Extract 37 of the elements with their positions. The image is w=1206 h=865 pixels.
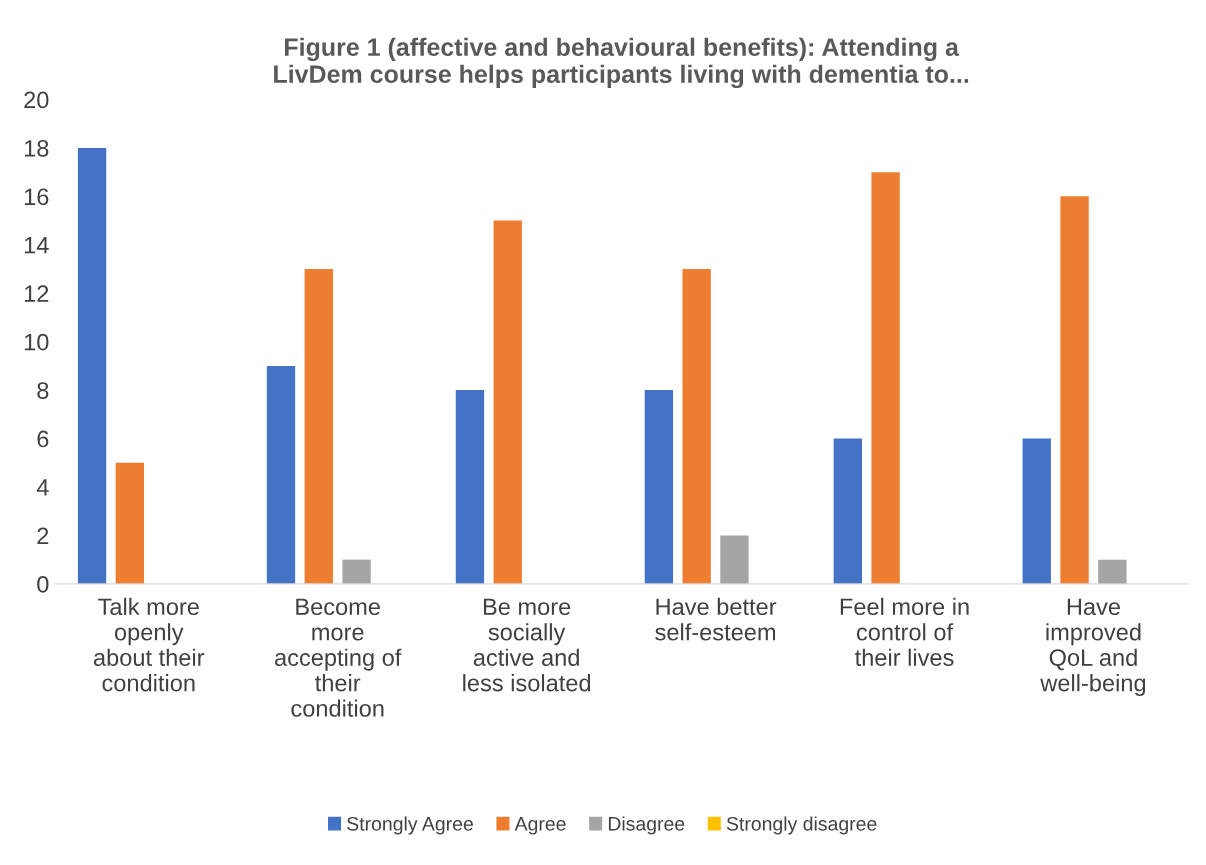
bar — [1022, 438, 1051, 584]
x-tick-label: Become more accepting of their condition — [275, 598, 402, 717]
bar — [304, 269, 333, 584]
y-tick-label: 0 — [37, 575, 49, 593]
y-tick-label: 16 — [24, 188, 49, 206]
y-tick-label: 4 — [36, 479, 49, 496]
bar — [644, 390, 674, 584]
bar — [720, 535, 749, 584]
y-tick-label: 14 — [24, 237, 49, 254]
y-tick-label: 10 — [24, 333, 49, 351]
legend-label: Strongly Agree — [347, 816, 473, 835]
bar — [77, 147, 107, 584]
bar — [493, 220, 522, 584]
bar — [682, 269, 711, 584]
x-tick-label: Have better self-esteem — [655, 597, 777, 641]
bar — [266, 365, 296, 584]
x-tick-label: Have improved QoL and well-being — [1040, 598, 1146, 697]
bar — [871, 172, 900, 584]
chart-title: Figure 1 (affective and behavioural benefits): Attending a LivDem course helps participants living with dementia to... — [274, 37, 969, 89]
x-tick-label: Feel more in control of their lives — [840, 597, 969, 666]
y-tick-label: 20 — [24, 91, 49, 109]
y-tick-label: 6 — [37, 430, 49, 448]
x-tick-label: Talk more openly about their condition — [93, 597, 205, 692]
x-tick-label: Be more socially active and less isolated — [463, 598, 591, 692]
y-tick-label: 8 — [37, 382, 49, 399]
bar — [833, 438, 862, 584]
bar — [342, 559, 371, 584]
bar — [1098, 559, 1127, 584]
legend-label: Disagree — [608, 816, 685, 835]
y-tick-label: 18 — [24, 139, 49, 157]
y-tick-label: 2 — [37, 527, 49, 544]
bar — [1060, 196, 1089, 584]
legend-label: Agree — [514, 817, 566, 835]
bar — [455, 390, 485, 584]
y-tick-label: 12 — [24, 285, 49, 302]
legend-label: Strongly disagree — [726, 816, 877, 835]
bar — [115, 462, 145, 584]
